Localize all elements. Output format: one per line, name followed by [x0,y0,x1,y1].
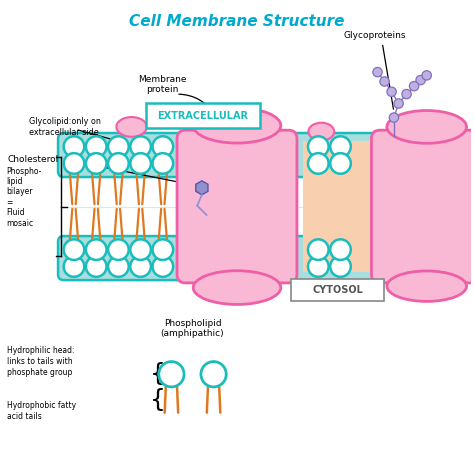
Text: Phospholipid
(amphipathic): Phospholipid (amphipathic) [161,319,224,338]
Text: Membrane
protein: Membrane protein [138,75,186,94]
Ellipse shape [387,110,466,143]
Ellipse shape [387,271,466,301]
Circle shape [153,137,173,157]
Circle shape [64,153,84,174]
Circle shape [159,362,184,387]
FancyBboxPatch shape [58,133,467,177]
Circle shape [308,137,328,157]
Circle shape [64,137,84,157]
Text: CYTOSOL: CYTOSOL [312,285,363,295]
Ellipse shape [193,271,281,304]
Circle shape [108,256,129,277]
Circle shape [308,239,328,260]
Circle shape [422,71,431,80]
Circle shape [108,239,129,260]
Text: Hydrophilic head:
links to tails with
phosphate group: Hydrophilic head: links to tails with ph… [7,346,74,377]
FancyBboxPatch shape [177,130,297,283]
Text: {: { [150,388,166,412]
Text: Cell Membrane Structure: Cell Membrane Structure [129,15,345,29]
Circle shape [108,137,129,157]
Circle shape [330,137,351,157]
Text: Cholesterol: Cholesterol [8,155,59,164]
Text: Hydrophobic fatty
acid tails: Hydrophobic fatty acid tails [7,401,76,421]
Circle shape [389,113,399,122]
Circle shape [86,239,107,260]
Circle shape [402,90,411,99]
Circle shape [130,256,151,277]
Circle shape [330,239,351,260]
Circle shape [410,82,419,91]
Circle shape [64,239,84,260]
Ellipse shape [117,117,147,137]
FancyBboxPatch shape [302,141,380,272]
Circle shape [416,75,425,85]
Circle shape [308,153,328,174]
Circle shape [153,256,173,277]
Text: Glycolipid:only on
extracellular side: Glycolipid:only on extracellular side [28,117,100,137]
Text: Glycoproteins: Glycoproteins [344,31,406,40]
Circle shape [373,67,382,77]
Circle shape [394,99,403,108]
Circle shape [308,256,328,277]
FancyBboxPatch shape [146,103,260,128]
Circle shape [153,153,173,174]
Circle shape [330,256,351,277]
Circle shape [130,239,151,260]
Text: EXTRACELLULAR: EXTRACELLULAR [157,110,248,121]
Circle shape [153,239,173,260]
Ellipse shape [309,123,334,140]
FancyBboxPatch shape [64,155,462,258]
Text: Phospho-
lipid
bilayer
=
Fluid
mosaic: Phospho- lipid bilayer = Fluid mosaic [7,167,42,228]
Circle shape [330,153,351,174]
Polygon shape [196,181,208,195]
Circle shape [86,153,107,174]
Circle shape [387,87,396,97]
Circle shape [130,137,151,157]
Circle shape [108,153,129,174]
FancyBboxPatch shape [58,236,467,280]
Circle shape [201,362,226,387]
Circle shape [130,153,151,174]
Ellipse shape [193,108,281,143]
Circle shape [64,256,84,277]
FancyBboxPatch shape [372,130,474,283]
Text: {: { [150,362,166,386]
FancyBboxPatch shape [292,279,384,301]
Circle shape [380,77,389,86]
Circle shape [86,137,107,157]
Circle shape [86,256,107,277]
